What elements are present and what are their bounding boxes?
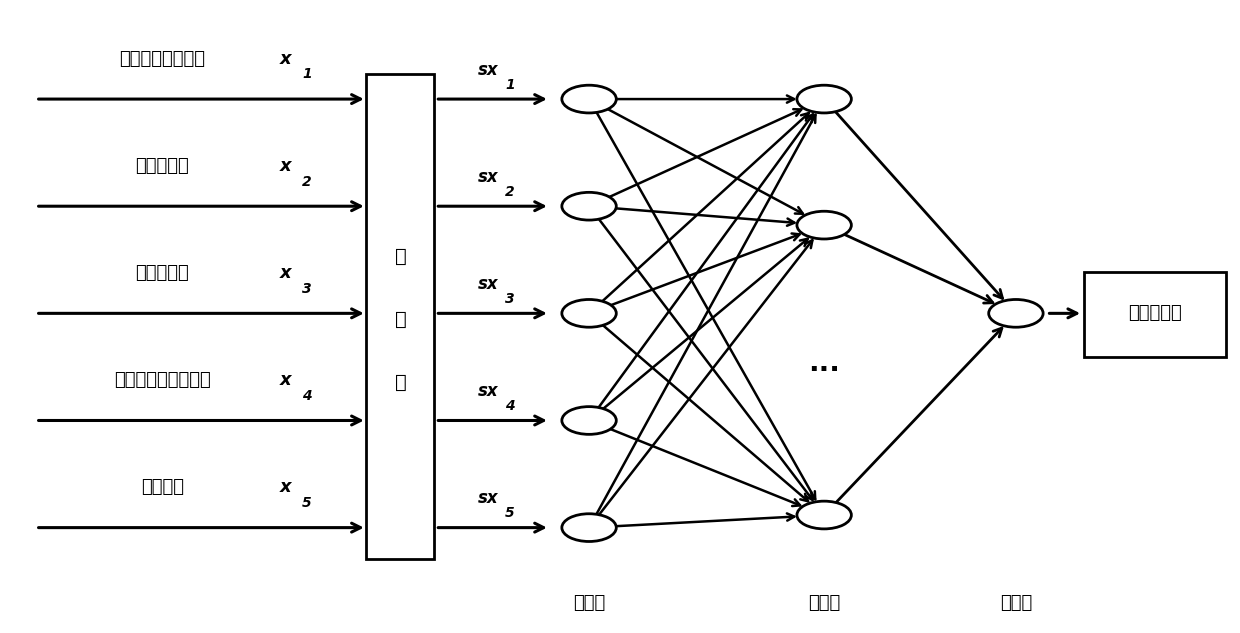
Text: 5: 5 [303, 496, 311, 510]
Text: x: x [280, 371, 291, 389]
Text: 输出层: 输出层 [999, 594, 1032, 612]
Text: x: x [280, 478, 291, 496]
Text: x: x [280, 264, 291, 282]
Bar [1084, 272, 1226, 358]
Text: 采出比，: 采出比， [140, 478, 184, 496]
Text: 归: 归 [394, 247, 407, 266]
Text: 5: 5 [505, 506, 515, 520]
Text: 1: 1 [505, 77, 515, 92]
Circle shape [562, 192, 616, 220]
Circle shape [988, 299, 1043, 327]
Text: x: x [280, 49, 291, 68]
Text: sx: sx [477, 168, 498, 186]
Circle shape [562, 514, 616, 541]
Text: 3: 3 [303, 282, 311, 296]
Text: 3: 3 [505, 292, 515, 306]
Text: 常顶压力，: 常顶压力， [135, 264, 190, 282]
Text: x: x [280, 157, 291, 175]
Text: 一: 一 [394, 310, 407, 329]
Text: sx: sx [477, 489, 498, 508]
Text: 常二线气提蒸汽量，: 常二线气提蒸汽量， [114, 371, 211, 389]
Text: 2: 2 [505, 185, 515, 199]
Text: 2: 2 [303, 175, 311, 189]
Text: 4: 4 [505, 399, 515, 413]
Circle shape [562, 406, 616, 434]
Circle shape [797, 211, 852, 239]
Text: 常一线馏出温度，: 常一线馏出温度， [119, 49, 206, 68]
Text: 4: 4 [303, 389, 311, 403]
Bar [366, 74, 434, 559]
Circle shape [562, 85, 616, 113]
Text: 1: 1 [303, 68, 311, 82]
Text: 常一线闪点: 常一线闪点 [1128, 304, 1182, 322]
Text: 输入层: 输入层 [573, 594, 605, 612]
Circle shape [797, 85, 852, 113]
Text: sx: sx [477, 382, 498, 400]
Circle shape [797, 501, 852, 529]
Text: ···: ··· [808, 356, 839, 384]
Circle shape [562, 299, 616, 327]
Text: 常顶温度，: 常顶温度， [135, 157, 190, 175]
Text: 化: 化 [394, 373, 407, 392]
Text: sx: sx [477, 275, 498, 293]
Text: 隐含层: 隐含层 [808, 594, 841, 612]
Text: sx: sx [477, 61, 498, 79]
